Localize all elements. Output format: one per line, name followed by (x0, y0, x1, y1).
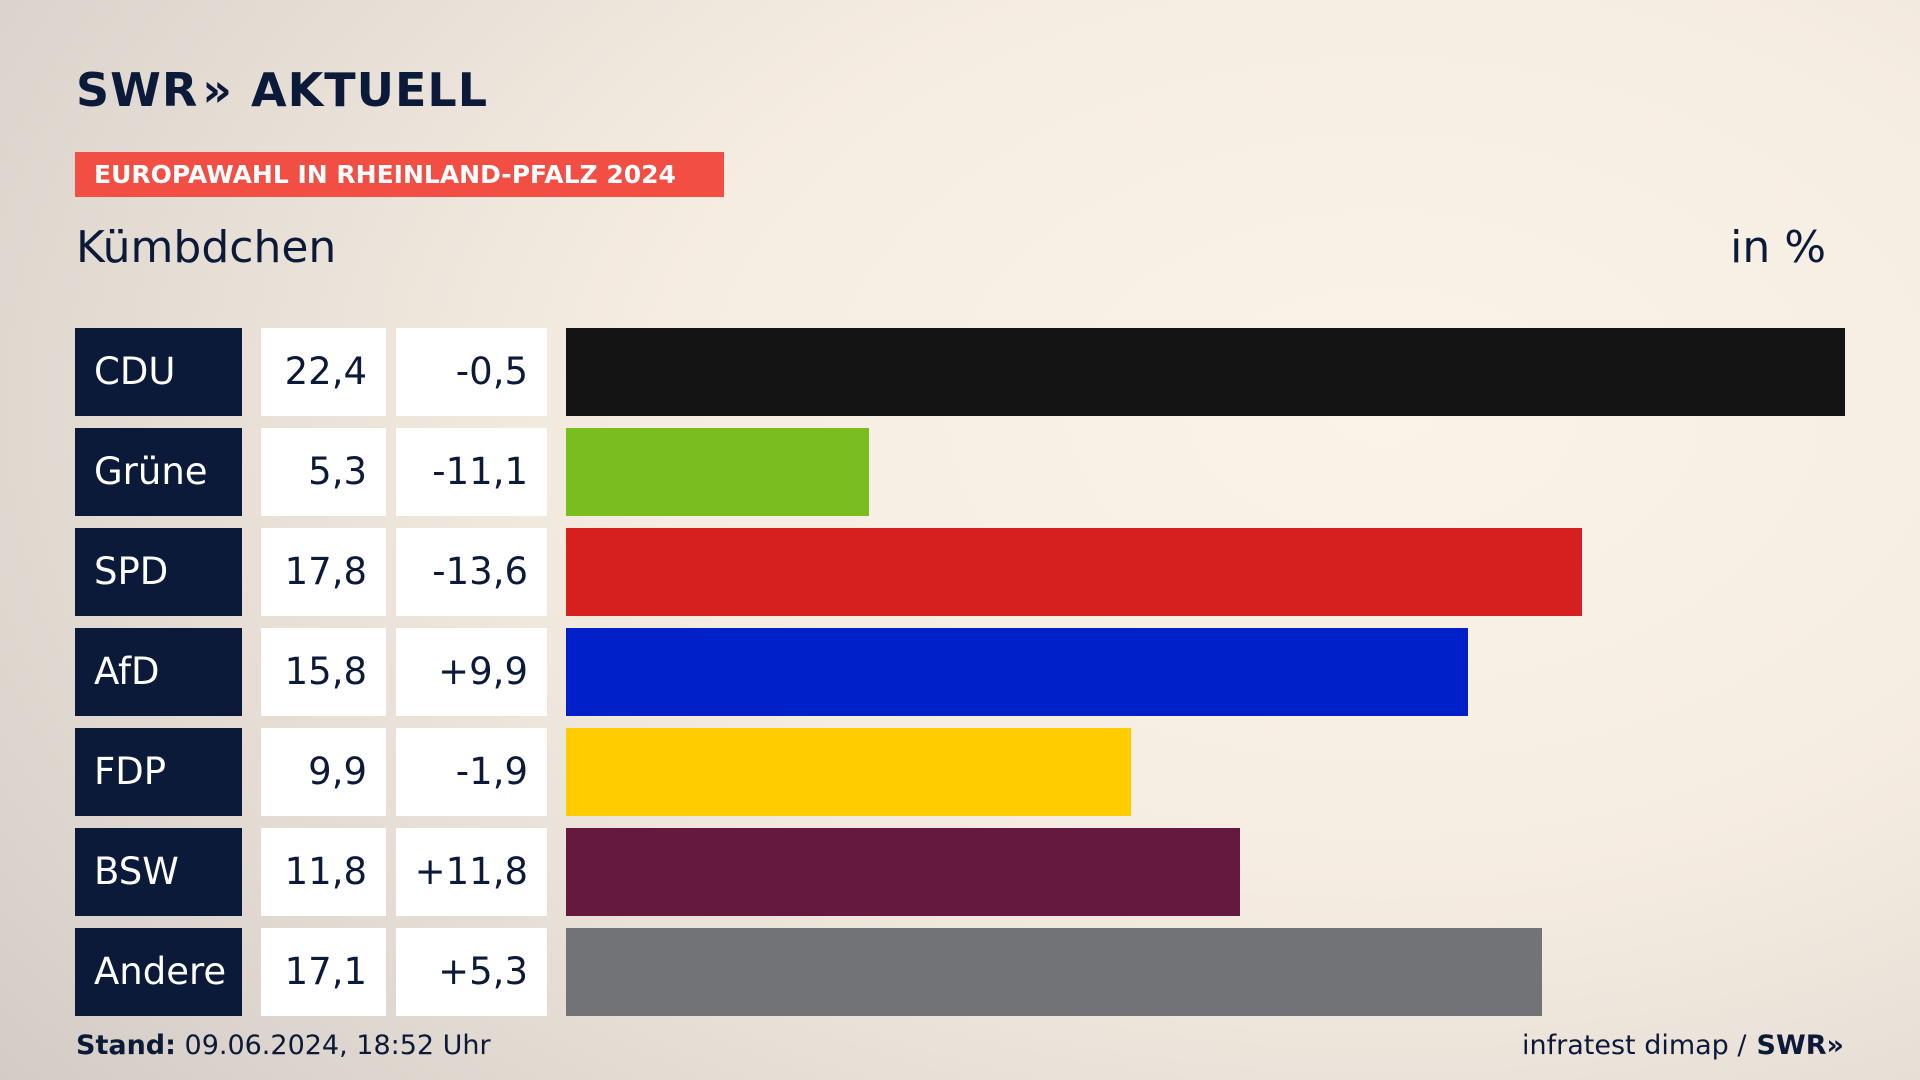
double-chevron-small-icon: » (1826, 1030, 1844, 1061)
party-label: FDP (75, 728, 242, 816)
vote-change-value: -11,1 (396, 428, 547, 516)
party-label: AfD (75, 628, 242, 716)
party-label: BSW (75, 828, 242, 916)
result-row: Grüne 5,3 -11,1 (0, 428, 1920, 516)
vote-share-value: 5,3 (261, 428, 386, 516)
result-bar (566, 628, 1468, 716)
vote-change-value: +9,9 (396, 628, 547, 716)
party-label: CDU (75, 328, 242, 416)
result-bar (566, 928, 1542, 1016)
result-row: FDP 9,9 -1,9 (0, 728, 1920, 816)
vote-share-value: 22,4 (261, 328, 386, 416)
vote-change-value: +5,3 (396, 928, 547, 1016)
swr-logo-text: SWR (76, 63, 199, 117)
unit-label: in % (1730, 222, 1826, 273)
vote-share-value: 15,8 (261, 628, 386, 716)
vote-change-value: -0,5 (396, 328, 547, 416)
vote-share-value: 17,1 (261, 928, 386, 1016)
swr-aktuell-logo: SWR » AKTUELL (76, 63, 489, 117)
swr-footer-logo: SWR» (1757, 1030, 1844, 1061)
election-tag: EUROPAWAHL IN RHEINLAND-PFALZ 2024 (75, 152, 724, 197)
result-bar (566, 528, 1582, 616)
result-bar (566, 828, 1240, 916)
source-credit: infratest dimap / SWR» (1522, 1030, 1844, 1061)
result-row: BSW 11,8 +11,8 (0, 828, 1920, 916)
result-row: SPD 17,8 -13,6 (0, 528, 1920, 616)
source-text: infratest dimap / (1522, 1030, 1747, 1061)
vote-change-value: -1,9 (396, 728, 547, 816)
vote-share-value: 17,8 (261, 528, 386, 616)
stand-label: Stand: (76, 1030, 176, 1061)
result-bar (566, 428, 869, 516)
double-chevron-icon: » (202, 63, 234, 117)
vote-share-value: 9,9 (261, 728, 386, 816)
timestamp: Stand: 09.06.2024, 18:52 Uhr (76, 1030, 491, 1061)
vote-share-value: 11,8 (261, 828, 386, 916)
stand-value: 09.06.2024, 18:52 Uhr (184, 1030, 491, 1061)
result-row: AfD 15,8 +9,9 (0, 628, 1920, 716)
result-bar (566, 728, 1131, 816)
vote-change-value: +11,8 (396, 828, 547, 916)
result-bar (566, 328, 1845, 416)
result-row: Andere 17,1 +5,3 (0, 928, 1920, 1016)
party-label: Grüne (75, 428, 242, 516)
result-row: CDU 22,4 -0,5 (0, 328, 1920, 416)
party-label: Andere (75, 928, 242, 1016)
swr-footer-text: SWR (1756, 1030, 1827, 1061)
party-label: SPD (75, 528, 242, 616)
vote-change-value: -13,6 (396, 528, 547, 616)
aktuell-logo-text: AKTUELL (251, 63, 489, 117)
chart-subtitle: Kümbdchen (76, 222, 337, 273)
